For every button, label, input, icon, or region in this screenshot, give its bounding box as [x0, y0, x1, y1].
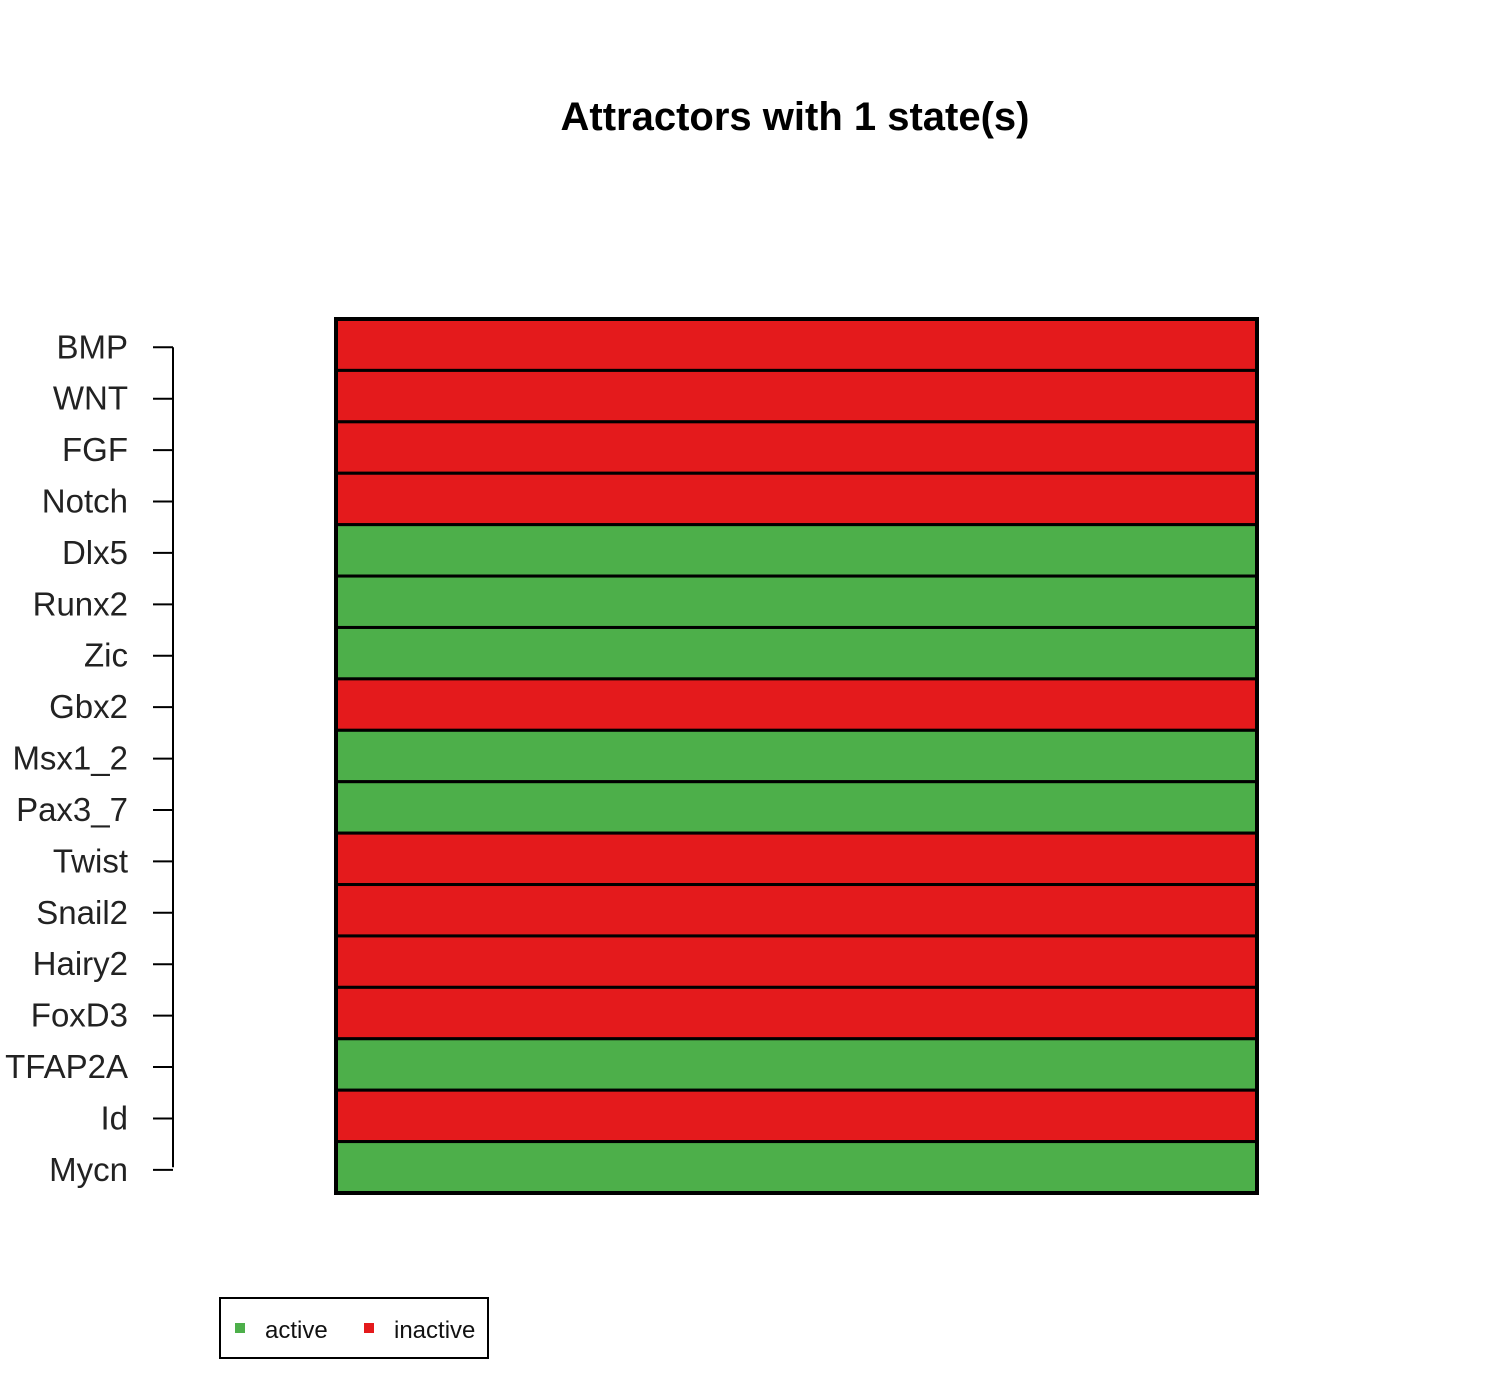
cell-mycn	[334, 1140, 1259, 1195]
cell-msx1_2	[334, 728, 1259, 784]
heatmap-frame	[334, 317, 1259, 1195]
legend-box	[219, 1297, 489, 1359]
legend-label-active: active	[265, 1317, 328, 1344]
y-tick-label: BMP	[56, 328, 128, 365]
y-tick-label: Twist	[53, 842, 128, 879]
cell-runx2	[334, 574, 1259, 629]
y-tick-label: Gbx2	[49, 688, 128, 725]
cell-hairy2	[334, 934, 1259, 989]
cell-wnt	[334, 368, 1259, 424]
cell-fgf	[334, 420, 1259, 475]
cell-zic	[334, 625, 1259, 681]
chart-title: Attractors with 1 state(s)	[561, 95, 1030, 139]
cell-bmp	[334, 317, 1259, 372]
legend-swatch-active	[235, 1323, 245, 1333]
y-tick-label: FoxD3	[31, 997, 128, 1034]
cell-gbx2	[334, 677, 1259, 732]
y-tick-label: Zic	[84, 637, 128, 674]
y-tick-label: Mycn	[49, 1151, 128, 1188]
cell-tfap2a	[334, 1037, 1259, 1092]
y-tick-label: Snail2	[36, 894, 128, 931]
legend-swatch-inactive	[364, 1323, 374, 1333]
y-tick-label: Pax3_7	[16, 791, 128, 828]
legend-label-inactive: inactive	[394, 1317, 475, 1344]
y-tick-label: TFAP2A	[5, 1048, 128, 1085]
y-tick-label: Msx1_2	[12, 740, 128, 777]
y-tick-label: Notch	[42, 483, 128, 520]
y-tick-label: Runx2	[33, 585, 128, 622]
y-tick-label: Hairy2	[33, 945, 128, 982]
cell-twist	[334, 831, 1259, 887]
cell-id	[334, 1088, 1259, 1144]
y-tick-label: Dlx5	[62, 534, 128, 571]
y-tick-label: Id	[100, 1099, 128, 1136]
y-tick-label: WNT	[53, 380, 128, 417]
legend: active inactive	[219, 1297, 489, 1359]
cell-foxd3	[334, 985, 1259, 1041]
heatmap-cells	[334, 317, 1259, 1195]
cell-pax3_7	[334, 780, 1259, 835]
y-axis: BMP WNT FGF Notch Dlx5 Runx2 Zic Gbx2 Msx1_2 Pax3…	[5, 328, 174, 1188]
cell-dlx5	[334, 523, 1259, 578]
y-tick-label: FGF	[62, 431, 128, 468]
cell-snail2	[334, 883, 1259, 938]
cell-notch	[334, 471, 1259, 527]
